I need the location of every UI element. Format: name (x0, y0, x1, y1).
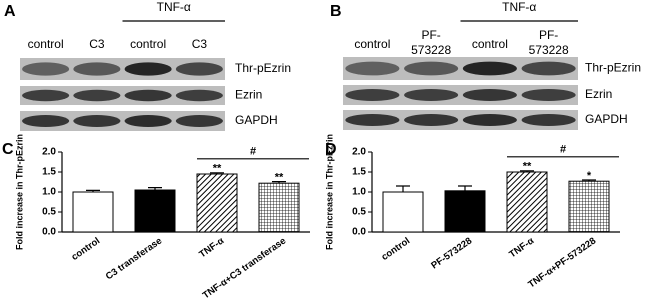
blot-band (175, 62, 223, 76)
y-tick-label: 1.0 (42, 187, 56, 198)
lane-label: 573228 (411, 43, 451, 57)
blot-row-label: Ezrin (235, 88, 262, 102)
blot-band (73, 89, 121, 102)
panel-label: B (330, 3, 342, 20)
blot-strip (20, 58, 225, 80)
significance-label: ** (275, 172, 284, 184)
x-tick-label: TNF-α+PF-573228 (526, 236, 598, 291)
blot-strip (343, 85, 578, 105)
panel-label: D (325, 141, 337, 158)
y-axis-label: Fold increase in Thr-pEzrin (14, 134, 24, 250)
bracket-label: # (250, 146, 256, 158)
bar (258, 182, 300, 233)
treatment-label: TNF-α (502, 0, 536, 14)
bracket-label: # (560, 144, 566, 156)
blot-band (22, 62, 70, 76)
blot-band (404, 114, 459, 126)
bar (134, 189, 176, 233)
y-tick-label: 2.0 (42, 147, 56, 158)
x-tick-label: control (69, 236, 102, 263)
y-tick-label: 2.0 (352, 147, 366, 158)
blot-band (462, 61, 517, 76)
error-bar (86, 189, 100, 192)
blot-strip (20, 86, 225, 105)
bar (568, 180, 610, 233)
blot-band (462, 89, 517, 101)
blot-band (73, 62, 121, 76)
blot-band (404, 89, 459, 101)
y-tick-label: 0.5 (352, 207, 366, 218)
blot-band (124, 89, 172, 102)
y-tick-label: 1.5 (42, 167, 56, 178)
x-tick-label: TNF-α (197, 235, 226, 260)
lane-label: C3 (192, 37, 208, 51)
treatment-label: TNF-α (157, 0, 191, 14)
blot-band (175, 89, 223, 102)
panel-label: A (4, 3, 16, 20)
blot-band (22, 89, 70, 102)
y-tick-label: 0.0 (42, 227, 56, 238)
blot-band (404, 61, 459, 76)
x-tick-label: TNF-α (507, 235, 536, 260)
blot-strip (343, 110, 578, 130)
bar (72, 191, 114, 233)
blot-band (345, 61, 400, 76)
blot-row-label: Thr-pEzrin (235, 61, 291, 75)
blot-band (462, 114, 517, 126)
y-tick-label: 0.0 (352, 227, 366, 238)
significance-label: * (587, 170, 592, 182)
error-bar (148, 187, 162, 190)
blot-band (521, 61, 576, 76)
lane-label: C3 (89, 37, 105, 51)
error-bar (582, 179, 596, 182)
bar (506, 171, 548, 233)
blot-row-label: GAPDH (585, 112, 628, 126)
bar (196, 173, 238, 233)
blot-band (521, 89, 576, 101)
blot-row-label: GAPDH (235, 113, 278, 127)
blot-band (345, 114, 400, 126)
y-axis-label: Fold increase in Thr-pEzrin (324, 134, 334, 250)
blot-row-label: Thr-pEzrin (585, 61, 641, 75)
x-tick-label: control (379, 236, 412, 263)
bar (444, 190, 486, 233)
blot-band (73, 115, 121, 127)
significance-label: ** (523, 161, 532, 173)
blot-strip (343, 57, 578, 80)
lane-label: 573228 (529, 43, 569, 57)
error-bar (272, 181, 286, 184)
panel-label: C (2, 141, 14, 158)
y-tick-label: 0.5 (42, 207, 56, 218)
lane-label: control (28, 37, 64, 51)
blot-band (22, 115, 70, 127)
blot-strip (20, 111, 225, 131)
blot-band (521, 114, 576, 126)
lane-label: PF- (539, 28, 558, 42)
y-tick-label: 1.5 (352, 167, 366, 178)
error-bar (520, 170, 534, 172)
error-bar (210, 172, 224, 174)
error-bar (458, 185, 472, 191)
lane-label: control (130, 37, 166, 51)
x-tick-label: PF-573228 (429, 236, 474, 272)
error-bar (396, 185, 410, 192)
blot-row-label: Ezrin (585, 87, 612, 101)
x-tick-label: C3 transferase (104, 236, 164, 283)
blot-band (124, 115, 172, 127)
blot-band (175, 115, 223, 127)
blot-band (345, 89, 400, 101)
lane-label: control (472, 37, 508, 51)
blot-band (124, 62, 172, 76)
lane-label: control (354, 37, 390, 51)
y-tick-label: 1.0 (352, 187, 366, 198)
lane-label: PF- (421, 28, 440, 42)
significance-label: ** (213, 163, 222, 175)
bar (382, 191, 424, 233)
